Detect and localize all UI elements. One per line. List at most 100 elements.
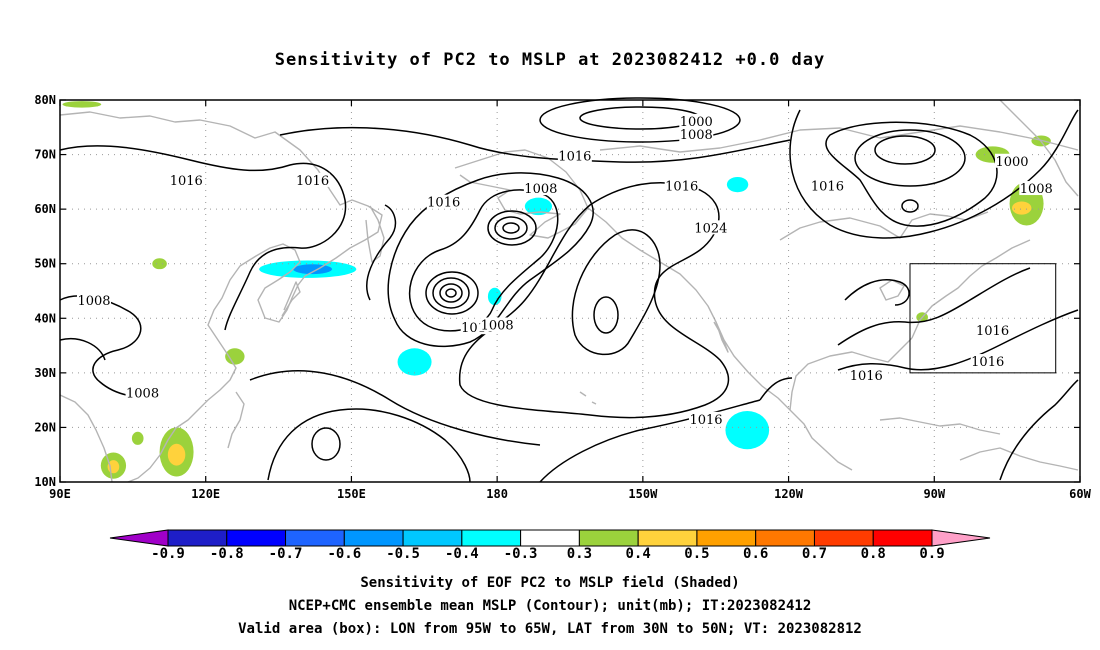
colorbar-label: -0.9: [151, 546, 185, 562]
contour-label: 1016: [427, 196, 460, 211]
contour-1008-arctic: [539, 97, 741, 143]
coastline-alaska: [454, 149, 589, 239]
shaded-region-10: [1012, 201, 1032, 215]
contour-1016-us-east-1: [837, 267, 1031, 346]
coastline-china-south: [59, 394, 113, 483]
contour-low-east-2: [494, 216, 528, 240]
valid-area-box: [909, 263, 1057, 374]
lon-tick-label: 180: [486, 487, 508, 501]
contour-1000-greenland-2: [854, 129, 966, 187]
contour-1016-north-atlantic: [789, 109, 1079, 239]
coastline-south-america: [959, 447, 1079, 471]
lat-tick-label: 30N: [34, 366, 56, 380]
coastline-us-east: [911, 239, 1031, 339]
coastline-gulf-mexico: [789, 337, 913, 411]
contour-label-bg-12: [693, 220, 728, 235]
colorbar-label: 0.5: [684, 546, 709, 562]
contour-label: 1016: [296, 174, 329, 189]
valid-box-rect: [909, 263, 1057, 374]
colorbar-swatch-2: [285, 529, 345, 547]
colorbar-swatch-11: [813, 529, 874, 547]
axis-ticks: 90E 120E 150E 180 150W 120W 90W 60W 10N 20N 30N 40N…: [34, 93, 1091, 501]
contour-label-bg-14: [849, 368, 884, 383]
colorbar-swatch-10: [755, 529, 815, 547]
contour-label: 1008: [1020, 182, 1053, 197]
shaded-region-5: [725, 411, 770, 450]
coastline-greenland: [999, 99, 1079, 197]
contour-1016-south-pacific: [539, 399, 761, 483]
contour-label-bg-4: [125, 385, 160, 400]
contour-low-east-3: [487, 210, 537, 246]
contour-label: 1016: [971, 355, 1004, 370]
contour-label: 1016: [170, 174, 203, 189]
contour-label: 1016: [850, 369, 883, 384]
contour-1016-aleutian: [387, 172, 594, 348]
contour-label-bg-16: [995, 153, 1029, 168]
contour-1008-west: [59, 295, 156, 398]
contour-low-west-3: [432, 277, 470, 309]
caption-valid-area: Valid area (box): LON from 95W to 65W, L…: [238, 621, 862, 637]
contour-label: 1016: [811, 179, 844, 194]
contour-label-bg-13: [810, 178, 845, 193]
coastline-canada-arctic: [599, 125, 1079, 153]
contour-label-bg-2: [426, 194, 461, 209]
contour-label-bg-1: [295, 172, 330, 187]
lat-tick-label: 10N: [34, 475, 56, 489]
shaded-region-3: [524, 197, 553, 216]
contour-1016-mexico: [759, 377, 793, 401]
contour-1016-subtropical-central: [249, 370, 541, 446]
colorbar-label: 0.4: [626, 546, 651, 562]
colorbar-extend-high: [931, 529, 991, 547]
contour-label-bg-6: [480, 317, 515, 332]
colorbar-swatch-4: [402, 529, 463, 547]
mslp-contours: [59, 97, 1079, 483]
contour-label: 1000: [995, 155, 1028, 170]
contour-1000-greenland-1: [874, 135, 936, 165]
lon-tick-label: 150W: [628, 487, 658, 501]
colorbar-label: -0.3: [504, 546, 538, 562]
contour-label-bg-10: [679, 127, 714, 142]
colorbar-swatch-3: [343, 529, 404, 547]
contour-label: 1008: [481, 318, 514, 333]
contour-1016-siberia: [59, 145, 347, 331]
map-frame: [59, 99, 1081, 483]
coastline-philippines: [227, 391, 245, 449]
coastline-japan: [281, 281, 301, 317]
contour-label: 1008: [126, 387, 159, 402]
coastline-caribbean: [879, 417, 1001, 435]
contour-1016-arctic: [279, 126, 791, 163]
colorbar-swatch-0: [167, 529, 228, 547]
colorbar: -0.9 -0.8 -0.7 -0.6 -0.5 -0.4 -0.3 0.3 0.4 0.5 0.6…: [109, 529, 991, 562]
shaded-region-17: [152, 258, 167, 270]
lon-tick-label: 120E: [191, 487, 220, 501]
contour-low-east-1: [502, 222, 520, 234]
lat-tick-label: 70N: [34, 148, 56, 162]
contour-1008-south-asia: [59, 338, 106, 361]
contour-1016-atlantic-south: [999, 379, 1079, 481]
colorbar-label: 0.6: [743, 546, 768, 562]
shaded-region-2: [487, 287, 502, 306]
contour-label-bg-11: [664, 178, 699, 193]
lon-tick-label: 120W: [774, 487, 804, 501]
contour-low-west-2: [439, 283, 463, 303]
shaded-region-15: [131, 431, 144, 445]
contour-label: 1016: [665, 179, 698, 194]
colorbar-swatch-7: [578, 529, 639, 547]
contour-1024-high: [571, 229, 661, 356]
contour-label-bg-0: [169, 172, 204, 187]
caption-shaded: Sensitivity of EOF PC2 to MSLP field (Sh…: [360, 575, 740, 591]
contour-label-bg-9: [679, 113, 714, 128]
contour-1024-high-inner: [593, 296, 619, 334]
sensitivity-shading: [62, 101, 1051, 479]
colorbar-label: -0.6: [327, 546, 361, 562]
contour-label: 1008: [524, 182, 557, 197]
colorbar-label: 0.9: [919, 546, 944, 562]
contour-labels: 1016 1016 1016 1008 1008 1016 1008 1008 1016 1000…: [77, 113, 1054, 428]
contour-1016-east-asia: [366, 204, 397, 301]
contour-label: 1016: [689, 413, 722, 428]
shaded-region-12: [167, 443, 186, 466]
contour-label: 1008: [680, 128, 713, 143]
contour-1016-us-east-2: [837, 309, 1079, 371]
shaded-region-6: [726, 176, 749, 193]
